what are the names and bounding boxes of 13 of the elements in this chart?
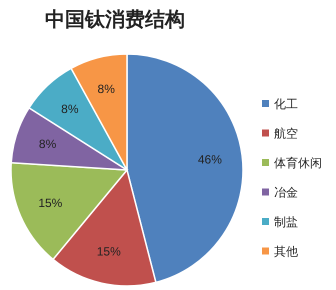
data-label: 15% [38, 196, 63, 210]
data-label: 8% [38, 137, 57, 152]
legend-label: 制盐 [274, 215, 298, 229]
legend-label: 其他 [274, 244, 298, 258]
data-label: 8% [98, 82, 116, 96]
legend-label: 冶金 [274, 186, 298, 200]
data-label: 8% [61, 102, 79, 116]
legend-label: 航空 [274, 126, 298, 140]
legend-label: 化工 [274, 97, 298, 111]
chart-title: 中国钛消费结构 [45, 9, 185, 31]
legend-label: 体育休闲 [274, 156, 322, 170]
data-label: 46% [198, 152, 222, 167]
data-label: 15% [96, 244, 122, 259]
